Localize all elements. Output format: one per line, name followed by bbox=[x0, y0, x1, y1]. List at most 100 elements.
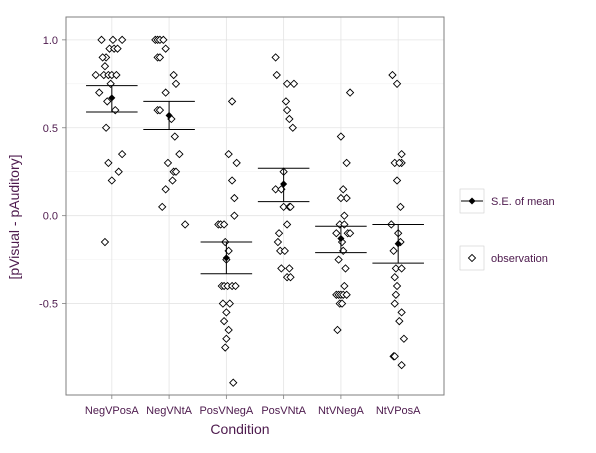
observation-point bbox=[285, 114, 294, 124]
observation-point bbox=[397, 308, 406, 317]
x-tick-label-ntvnega: NtVNegA bbox=[318, 405, 365, 417]
observation-point bbox=[277, 264, 286, 273]
observation-point bbox=[395, 316, 404, 326]
observation-point bbox=[108, 35, 118, 45]
observation-point bbox=[161, 88, 170, 97]
observation-point bbox=[168, 176, 177, 185]
y-axis-title: [pVisual - pAuditory] bbox=[6, 154, 22, 279]
observation-point bbox=[171, 167, 181, 176]
observation-point bbox=[282, 220, 292, 229]
observation-point bbox=[390, 273, 399, 282]
mean-point bbox=[108, 94, 116, 102]
x-tick-labels: NegVPosA NegVNtA PosVNegA PosVNtA NtVNegA NtV… bbox=[85, 395, 421, 417]
observation-point bbox=[158, 202, 167, 212]
x-tick-label-posvnega: PosVNegA bbox=[199, 405, 253, 417]
observation-point bbox=[390, 299, 399, 308]
observation-point bbox=[345, 229, 355, 238]
observation-point bbox=[175, 149, 184, 159]
mean-point bbox=[394, 240, 402, 248]
legend-key-se-diamond-icon bbox=[468, 197, 476, 205]
observation-point bbox=[231, 281, 240, 291]
observation-point bbox=[273, 237, 283, 247]
observation-point bbox=[163, 158, 173, 168]
observation-point bbox=[170, 132, 179, 141]
x-tick-label-negvnta: NegVNtA bbox=[146, 405, 193, 417]
observation-point bbox=[286, 273, 295, 282]
observation-point bbox=[224, 149, 233, 159]
observation-point bbox=[169, 70, 178, 80]
observation-point bbox=[229, 378, 238, 387]
observation-point bbox=[389, 246, 398, 256]
observation-point bbox=[155, 106, 165, 115]
observation-point bbox=[113, 44, 122, 53]
observation-point bbox=[218, 299, 228, 308]
panel-border bbox=[65, 16, 445, 396]
observation-point bbox=[391, 264, 401, 273]
observation-points bbox=[91, 35, 409, 387]
y-tick-label: 0.5 bbox=[43, 123, 58, 135]
observation-point bbox=[390, 158, 399, 168]
observation-point bbox=[219, 316, 229, 326]
observation-point bbox=[345, 88, 355, 97]
observation-point bbox=[391, 290, 401, 299]
x-axis-title: Condition bbox=[210, 421, 269, 437]
observation-point bbox=[395, 158, 404, 168]
observation-point bbox=[99, 70, 108, 80]
observation-point bbox=[224, 325, 233, 335]
y-tick-label: 0.0 bbox=[43, 211, 58, 223]
legend-key-observation-diamond-icon bbox=[467, 253, 477, 263]
observation-point bbox=[100, 62, 110, 71]
observation-point bbox=[101, 123, 111, 132]
observation-point bbox=[282, 106, 292, 115]
observation-point bbox=[222, 334, 231, 343]
observation-point bbox=[388, 70, 397, 80]
observation-point bbox=[397, 149, 406, 159]
observation-point bbox=[390, 352, 399, 361]
observation-point bbox=[341, 264, 350, 273]
observation-point bbox=[279, 202, 288, 212]
observation-point bbox=[339, 185, 348, 194]
observation-point bbox=[105, 44, 114, 53]
mean-point bbox=[222, 254, 230, 262]
observation-point bbox=[230, 193, 239, 203]
observation-point bbox=[159, 35, 168, 45]
observation-point bbox=[97, 35, 106, 45]
observation-point bbox=[225, 299, 234, 308]
observation-point bbox=[333, 325, 342, 335]
observation-point bbox=[161, 185, 170, 194]
observation-point bbox=[286, 202, 295, 212]
observation-point bbox=[340, 211, 349, 220]
observation-point bbox=[155, 53, 165, 62]
observation-point bbox=[114, 167, 123, 176]
observation-point bbox=[91, 70, 100, 80]
observation-point bbox=[288, 123, 297, 132]
observation-point bbox=[230, 211, 239, 220]
observation-point bbox=[285, 264, 294, 273]
mean-point bbox=[165, 111, 173, 119]
y-tick-label: -0.5 bbox=[39, 299, 58, 311]
observation-point bbox=[271, 53, 280, 62]
legend: S.E. of mean observation bbox=[459, 188, 555, 271]
observation-point bbox=[336, 193, 346, 203]
observation-point bbox=[277, 185, 286, 194]
observation-point bbox=[219, 220, 229, 229]
observation-point bbox=[227, 97, 237, 106]
observation-point bbox=[100, 237, 110, 247]
observation-point bbox=[399, 334, 409, 343]
observation-point bbox=[342, 158, 351, 168]
observation-point bbox=[98, 53, 107, 62]
observation-point bbox=[392, 281, 402, 291]
observation-point bbox=[171, 79, 181, 88]
observation-point bbox=[227, 176, 237, 185]
observation-point bbox=[95, 88, 104, 97]
observation-point bbox=[222, 308, 231, 317]
observation-point bbox=[223, 281, 232, 291]
observation-point bbox=[224, 246, 233, 256]
observation-point bbox=[342, 193, 351, 203]
observation-point bbox=[282, 79, 292, 88]
observation-point bbox=[107, 70, 116, 80]
legend-label-observation: observation bbox=[491, 253, 548, 265]
observation-point bbox=[281, 97, 291, 106]
